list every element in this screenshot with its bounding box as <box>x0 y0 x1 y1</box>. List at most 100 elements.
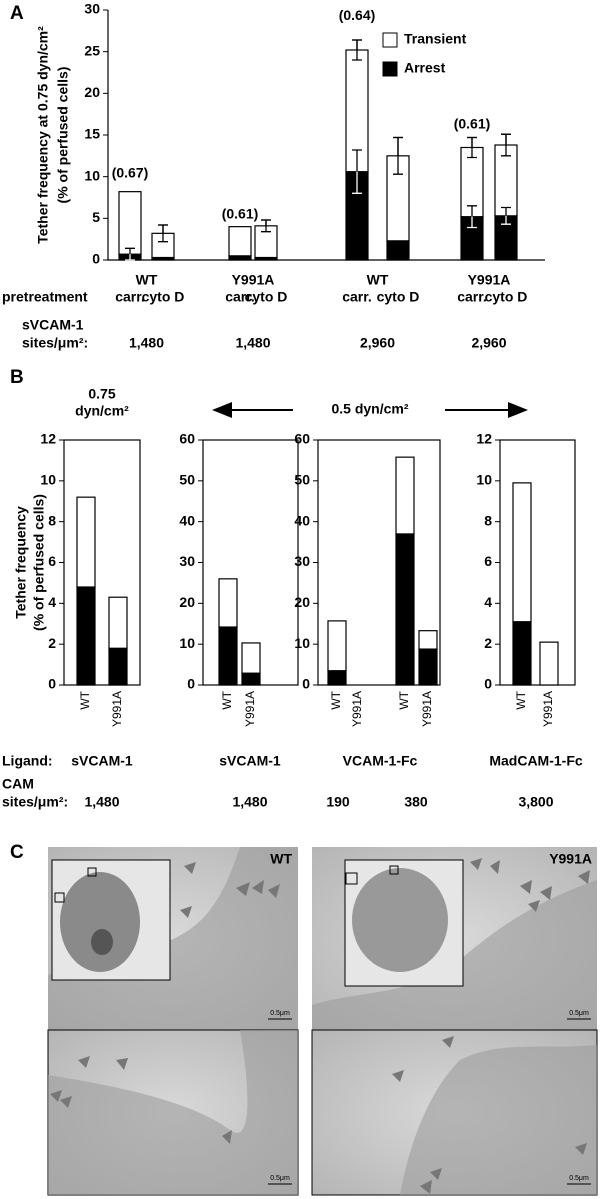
bar-segment <box>386 240 410 261</box>
site-value: 2,960 <box>471 335 506 351</box>
y-tick-label: 12 <box>40 431 56 447</box>
bar-segment <box>76 586 96 686</box>
y-tick-label: 8 <box>48 512 56 528</box>
error-bar-cap <box>393 136 403 156</box>
x-tick-label: carr. <box>457 289 487 305</box>
y-tick-label: 8 <box>484 512 492 528</box>
bar-segment <box>118 191 142 255</box>
error-bar-cap <box>158 224 168 234</box>
y-tick-label: 0 <box>484 676 492 692</box>
cell <box>60 872 140 972</box>
x-tick-label: Y991A <box>541 691 555 727</box>
x-tick-label: Y991A <box>110 691 124 727</box>
annotation: (0.61) <box>222 205 259 221</box>
y-tick-label: 0 <box>48 676 56 692</box>
row-label: Ligand: <box>2 753 53 769</box>
y-tick-label: 6 <box>484 553 492 569</box>
image-label: Y991A <box>549 851 592 867</box>
bar-segment <box>418 648 438 686</box>
ligand: sVCAM-1 <box>71 753 133 769</box>
plot-frame <box>317 439 441 686</box>
cell-region <box>400 1045 597 1195</box>
x-tick-label: cyto D <box>142 289 185 305</box>
error-bar-cap <box>501 206 511 216</box>
error-bar-cap <box>352 39 362 50</box>
y-tick-label: 40 <box>294 512 310 528</box>
legend-swatch <box>382 32 398 48</box>
plot-frame <box>499 439 576 686</box>
site-value: 3,800 <box>518 794 553 810</box>
arrowheads <box>392 858 590 1194</box>
y-tick-label: 6 <box>48 553 56 569</box>
y-tick-label: 50 <box>294 472 310 488</box>
inset-box <box>54 892 65 903</box>
error-bar-cap <box>352 149 362 172</box>
row-label: sites/μm²: <box>22 335 88 351</box>
bar-segment <box>512 482 532 623</box>
x-tick-label: Y991A <box>350 691 364 727</box>
bar-segment <box>395 533 415 686</box>
legend-swatch <box>382 61 398 77</box>
site-value: 1,480 <box>235 335 270 351</box>
y-tick-label: 2 <box>484 635 492 651</box>
y-tick-label: 15 <box>84 126 100 142</box>
bar-segment <box>512 621 532 686</box>
micrograph-wt <box>47 847 299 1196</box>
bar-segment <box>108 647 128 686</box>
x-tick-label: WT <box>397 690 411 709</box>
y-tick-label: 25 <box>84 42 100 58</box>
x-tick-label: WT <box>78 690 92 709</box>
bar-segment <box>241 642 261 674</box>
bar-segment <box>241 672 261 686</box>
scale-label: 0.5μm <box>569 1010 589 1017</box>
bar-segment <box>76 496 96 588</box>
y-axis-label: (% of perfused cells) <box>31 494 47 631</box>
inset-box <box>389 865 399 875</box>
group-label: WT <box>367 272 389 288</box>
row-label: sites/μm²: <box>2 794 68 810</box>
bar-segment <box>327 670 347 686</box>
cell <box>352 868 448 972</box>
bar-segment <box>395 456 415 535</box>
bar-segment <box>228 226 252 257</box>
y-axis-label: (% of perfused cells) <box>55 67 71 204</box>
y-tick-label: 0 <box>92 251 100 267</box>
site-value: 380 <box>404 794 428 810</box>
row-label: sVCAM-1 <box>22 317 84 333</box>
y-tick-label: 20 <box>84 84 100 100</box>
y-tick-label: 20 <box>294 594 310 610</box>
ligand: sVCAM-1 <box>219 753 281 769</box>
panel-label: B <box>10 367 24 388</box>
inset-box <box>345 872 358 885</box>
x-tick-label: carr. <box>115 289 145 305</box>
y-tick-label: 4 <box>48 594 56 610</box>
plot-frame <box>63 439 141 686</box>
x-tick-label: cyto D <box>245 289 288 305</box>
y-tick-label: 30 <box>294 553 310 569</box>
y-tick-label: 40 <box>179 512 195 528</box>
shared-pressure: 0.5 dyn/cm² <box>331 401 408 417</box>
y-tick-label: 60 <box>294 431 310 447</box>
image-label: WT <box>270 851 292 867</box>
y-axis-label: Tether frequency at 0.75 dyn/cm² <box>35 26 51 244</box>
y-tick-label: 0 <box>187 676 195 692</box>
site-value: 2,960 <box>360 335 395 351</box>
site-value: 190 <box>326 794 350 810</box>
site-value: 1,480 <box>84 794 119 810</box>
x-tick-label: cyto D <box>485 289 528 305</box>
y-tick-label: 30 <box>179 553 195 569</box>
y-tick-label: 12 <box>476 431 492 447</box>
bar-segment <box>218 626 238 686</box>
bar-segment <box>228 255 252 261</box>
row-label: CAM <box>2 776 34 792</box>
y-tick-label: 2 <box>48 635 56 651</box>
bar-segment <box>108 596 128 649</box>
annotation: (0.67) <box>112 165 149 181</box>
panel-label: A <box>10 3 24 24</box>
y-tick-label: 5 <box>92 209 100 225</box>
y-tick-label: 10 <box>179 635 195 651</box>
cell-region <box>312 880 597 1030</box>
inset-box <box>87 867 97 877</box>
x-tick-label: WT <box>514 690 528 709</box>
